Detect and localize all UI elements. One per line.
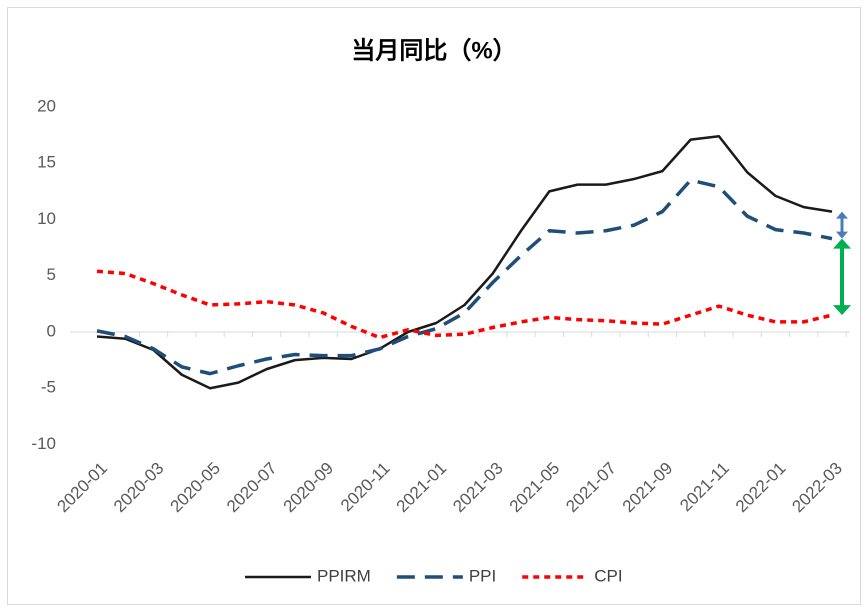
legend-label: PPIRM xyxy=(317,566,371,585)
gap-arrow-head xyxy=(836,211,848,219)
gap-arrow xyxy=(833,238,851,316)
gap-arrow xyxy=(836,211,848,239)
series-line xyxy=(96,135,833,390)
legend-label: PPI xyxy=(469,566,496,585)
series-line xyxy=(96,269,833,340)
series-line xyxy=(96,178,833,376)
y-tick-label: -5 xyxy=(41,378,56,397)
y-tick-label: 0 xyxy=(47,321,56,340)
chart-frame xyxy=(7,7,861,605)
y-tick-label: 5 xyxy=(47,265,56,284)
gap-arrow-head xyxy=(833,305,851,316)
gap-arrow-head xyxy=(833,238,851,249)
legend: PPIRM PPI CPI xyxy=(245,566,623,585)
y-tick-label: -10 xyxy=(31,434,56,453)
y-tick-label: 20 xyxy=(37,96,56,115)
gap-arrow-head xyxy=(836,231,848,239)
y-tick-label: 10 xyxy=(37,209,56,228)
chart-title: 当月同比（%） xyxy=(351,37,516,64)
legend-label: CPI xyxy=(594,566,622,585)
y-tick-label: 15 xyxy=(37,153,56,172)
